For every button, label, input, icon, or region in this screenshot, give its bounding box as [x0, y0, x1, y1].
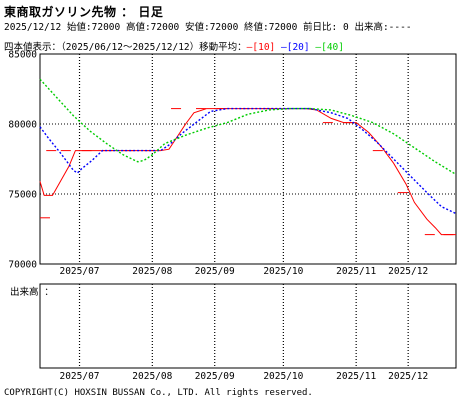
- copyright: COPYRIGHT(C) HOXSIN BUSSAN Co., LTD. All…: [4, 388, 313, 398]
- x-tick-volume-2025/07: 2025/07: [59, 371, 99, 382]
- y-tick-70000: 70000: [8, 260, 37, 271]
- x-tick-2025/08: 2025/08: [132, 266, 172, 277]
- x-tick-2025/11: 2025/11: [336, 266, 376, 277]
- volume-plot-frame: [39, 283, 457, 369]
- series-ma-2: [39, 78, 457, 175]
- x-tick-volume-2025/09: 2025/09: [195, 371, 235, 382]
- legend-ma40-label: [40]: [321, 42, 344, 53]
- x-tick-2025/09: 2025/09: [195, 266, 235, 277]
- x-tick-volume-2025/11: 2025/11: [336, 371, 376, 382]
- legend-ma20-label: [20]: [286, 42, 310, 53]
- chart-title: 東商取ガソリン先物 ： 日足: [4, 5, 164, 19]
- y-tick-85000: 85000: [8, 50, 37, 61]
- legend-ma10-label: [10]: [252, 42, 276, 53]
- legend-ma40-line: —: [315, 42, 322, 53]
- x-tick-2025/12: 2025/12: [388, 266, 428, 277]
- x-tick-2025/10: 2025/10: [263, 266, 303, 277]
- legend-ma10-line: —: [246, 42, 253, 53]
- x-tick-volume-2025/12: 2025/12: [388, 371, 428, 382]
- subtitle-prefix: 四本値表示：（2025/06/12～2025/12/12）移動平均：: [4, 42, 247, 53]
- legend-ma20-line: —: [281, 42, 287, 53]
- y-tick-80000: 80000: [8, 120, 37, 131]
- volume-label: 出来高 ：: [10, 287, 54, 298]
- chart-subtitle: 四本値表示：（2025/06/12～2025/12/12）移動平均：—[10] …: [4, 39, 344, 53]
- x-tick-volume-2025/10: 2025/10: [263, 371, 303, 382]
- price-info: 2025/12/12 始値:72000 高値:72000 安値:72000 終値…: [4, 22, 412, 33]
- x-tick-2025/07: 2025/07: [59, 266, 99, 277]
- series-ma-0: [39, 108, 456, 236]
- price-plot-frame: [39, 53, 457, 265]
- x-tick-volume-2025/08: 2025/08: [132, 371, 172, 382]
- y-tick-75000: 75000: [8, 190, 37, 201]
